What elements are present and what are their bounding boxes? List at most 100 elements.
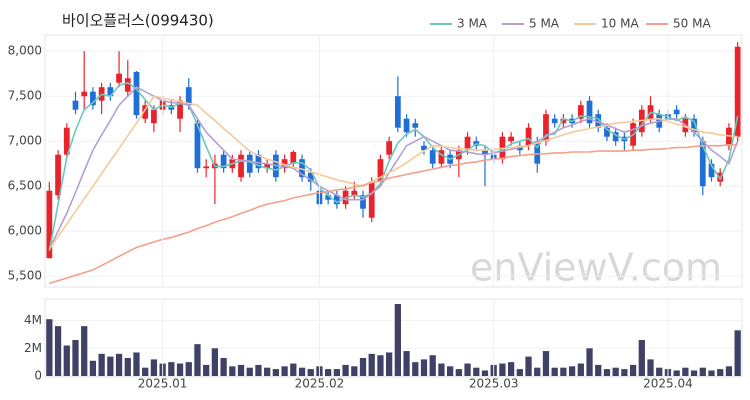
- volume-bar: [290, 363, 297, 376]
- volume-bar: [595, 364, 602, 376]
- candle-body: [586, 100, 593, 124]
- candle-body: [116, 73, 122, 83]
- y-tick-label: 4M: [24, 313, 42, 327]
- candle-body: [543, 114, 549, 142]
- candle-body: [534, 141, 541, 164]
- ma-line: [48, 95, 738, 250]
- volume-bar: [542, 351, 550, 376]
- volume-bar: [603, 369, 611, 376]
- candle-body: [691, 118, 697, 133]
- candle-body: [333, 195, 340, 205]
- volume-bar: [429, 355, 436, 376]
- ma-line: [48, 86, 739, 250]
- volume-bar: [229, 366, 236, 376]
- candle-body: [394, 96, 401, 128]
- candle-body: [726, 127, 732, 146]
- candle-body: [525, 127, 532, 146]
- candle-body: [377, 159, 384, 182]
- legend-label: 5 MA: [529, 17, 560, 31]
- volume-bar: [717, 369, 724, 376]
- volume-bar: [368, 353, 375, 376]
- volume-bar: [124, 357, 131, 376]
- candle-body: [290, 152, 297, 164]
- volume-bar: [246, 367, 253, 376]
- volume-bar: [621, 369, 628, 376]
- legend-label: 3 MA: [457, 17, 488, 31]
- volume-bar: [237, 364, 245, 376]
- y-tick-label: 7,000: [8, 134, 42, 148]
- candle-body: [194, 123, 201, 169]
- y-tick-label: 2M: [24, 341, 42, 355]
- candle-body: [551, 118, 558, 124]
- volume-panel: [44, 298, 743, 378]
- candle-body: [299, 159, 305, 178]
- candle-body: [368, 181, 375, 218]
- candle-body: [264, 163, 271, 169]
- volume-bar: [708, 370, 715, 376]
- candle-body: [151, 109, 157, 124]
- candle-body: [429, 150, 436, 164]
- volume-bar: [255, 364, 262, 376]
- candle-body: [124, 78, 131, 92]
- volume-bar: [481, 370, 489, 376]
- volume-bar: [699, 367, 706, 376]
- candle-body: [595, 114, 602, 128]
- candle-body: [90, 91, 96, 106]
- volume-bar: [725, 366, 733, 376]
- x-tick-label: 2025.04: [643, 377, 693, 391]
- ma-line: [48, 81, 739, 252]
- candle-body: [185, 87, 192, 106]
- candle-body: [464, 136, 471, 151]
- volume-bar: [107, 356, 114, 376]
- candle-body: [46, 190, 53, 259]
- y-tick-label: 5,500: [8, 269, 42, 283]
- volume-bar: [516, 369, 523, 376]
- volume-bar: [682, 367, 689, 376]
- candle-body: [72, 100, 79, 110]
- volume-bar: [333, 369, 341, 376]
- volume-bar: [473, 367, 480, 376]
- volume-bar: [359, 357, 367, 376]
- volume-bar: [281, 366, 288, 376]
- candle-body: [403, 118, 410, 133]
- volume-bar: [656, 367, 663, 376]
- candle-body: [81, 91, 88, 97]
- candle-body: [281, 159, 288, 169]
- volume-bar: [499, 363, 506, 376]
- volume-bar: [194, 344, 201, 376]
- volume-bar: [638, 339, 645, 376]
- volume-bar: [568, 366, 576, 376]
- volume-bar: [377, 355, 384, 376]
- x-tick-label: 2025.01: [138, 377, 188, 391]
- candle-body: [107, 87, 114, 97]
- volume-bar: [734, 330, 741, 376]
- volume-bar: [438, 363, 445, 376]
- candle-body: [412, 123, 419, 128]
- volume-bar: [150, 359, 158, 376]
- volume-bar: [351, 366, 358, 376]
- y-tick-label: 6,500: [8, 179, 42, 193]
- volume-bar: [403, 351, 410, 376]
- candle-body: [133, 71, 140, 116]
- volume-bar: [394, 303, 401, 376]
- volume-bar: [203, 364, 210, 376]
- candle-body: [482, 150, 488, 155]
- volume-bar: [455, 369, 462, 376]
- volume-bar: [464, 363, 471, 376]
- volume-bar: [420, 359, 428, 376]
- volume-bar: [325, 369, 332, 376]
- volume-bar: [647, 359, 654, 376]
- ma-line: [49, 144, 738, 285]
- volume-bar: [133, 352, 140, 376]
- volume-bar: [386, 352, 393, 376]
- candle-body: [238, 154, 244, 178]
- volume-bar: [176, 363, 184, 376]
- volume-bar: [342, 364, 349, 376]
- volume-bar: [298, 367, 306, 376]
- candle-body: [438, 150, 445, 164]
- volume-bar: [560, 367, 567, 376]
- candle-body: [560, 118, 567, 124]
- candle-body: [63, 127, 70, 155]
- volume-bar: [81, 326, 88, 376]
